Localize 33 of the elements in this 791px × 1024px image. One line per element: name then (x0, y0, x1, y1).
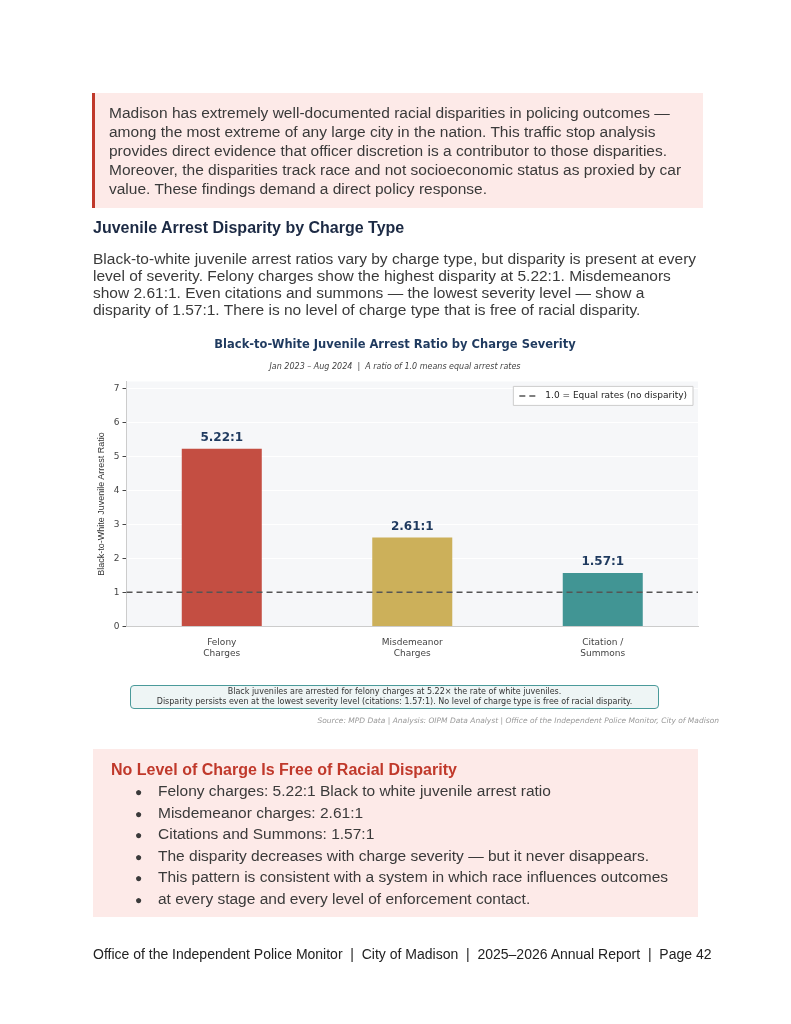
text: ● Citations and Summons: 1.57:1 (135, 825, 375, 842)
text: ● Misdemeanor charges: 2.61:1 (135, 803, 364, 821)
text: ● Felony charges: 5.22:1 Black to white juvenile arrest ratio (135, 782, 551, 799)
y-tick-label: 1 (113, 586, 120, 597)
legend-label: 1.0 = Equal rates (no disparity) (545, 390, 688, 401)
text: Madison has extremely well-documented racial disparities in policing outcomes — among the most extreme of any large city in the nation. This traffic stop analysis provides direct evidence that officer discretion is a contributor to those disparities. Moreover, the disparities track race and not socioeconomic status as proxied by car value. These findings demand a direct policy response. (92, 93, 703, 208)
data-label: 5.22:1 (200, 429, 244, 444)
bar (181, 448, 262, 626)
chart-subtitle: Jan 2023 – Aug 2024 | A ratio of 1.0 means equal arrest rates (267, 361, 521, 371)
x-tick-label: Misdemeanor Charges (381, 637, 444, 658)
x-tick-label: Citation / Summons (580, 637, 626, 658)
x-tick-label: Felony Charges (203, 637, 241, 658)
y-tick-label: 3 (113, 518, 120, 529)
y-tick-label: 5 (113, 450, 120, 461)
text: Black-to-white juvenile arrest ratios vary by charge type, but disparity is present at every level of severity. Felony charges show the highest disparity at 5.22:1. Misdemeanors show 2.61:1. Even citations and summons — the lowest severity level — show a disparity of 1.57:1. There is no level of charge type that is free of racial disparity. (93, 250, 698, 318)
bar (372, 537, 453, 626)
bar (562, 572, 643, 626)
text: ● at every stage and every level of enforcement contact. (135, 889, 531, 907)
data-label: 1.57:1 (581, 554, 625, 569)
y-tick-label: 7 (113, 382, 120, 393)
text: Juvenile Arrest Disparity by Charge Type (93, 219, 405, 237)
y-tick-label: 2 (113, 552, 120, 563)
y-tick-label: 6 (113, 416, 120, 427)
text: Office of the Independent Police Monitor | City of Madison | 2025–2026 Annual Report | Page 42 (93, 946, 712, 962)
y-tick-label: 0 (113, 620, 120, 631)
y-axis-title: Black-to-White Juvenile Arrest Ratio (95, 432, 106, 576)
text: No Level of Charge Is Free of Racial Disparity (111, 761, 457, 779)
y-tick-label: 4 (113, 484, 120, 495)
text: Black juveniles are arrested for felony charges at 5.22× the rate of white juveniles. Disparity persists even at the lowest severity level (citations: 1.57:1). No level of charge type is free of racial disparity. (130, 685, 659, 709)
text: ● The disparity decreases with charge severity — but it never disappears. (135, 846, 650, 864)
chart-title: Black-to-White Juvenile Arrest Ratio by Charge Severity (214, 336, 577, 351)
text: ● This pattern is consistent with a system in which race influences outcomes (135, 868, 669, 885)
data-label: 2.61:1 (390, 518, 434, 533)
